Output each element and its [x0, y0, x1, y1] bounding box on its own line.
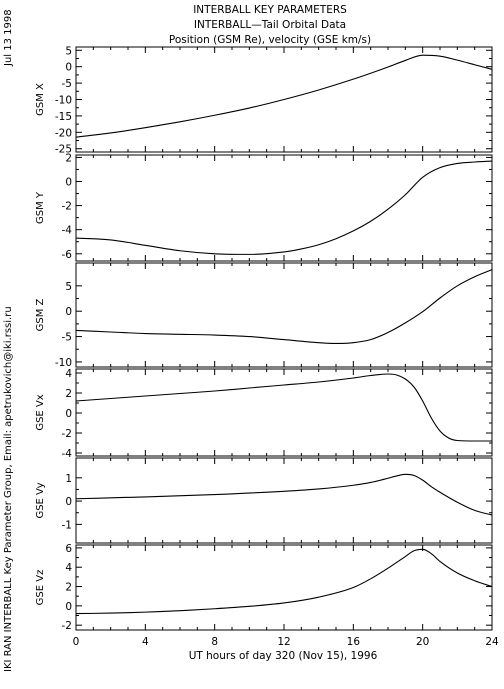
y-tick-label: 0 — [65, 601, 72, 613]
x-axis-label: UT hours of day 320 (Nov 15), 1996 — [189, 650, 378, 662]
y-tick-label: 0 — [65, 177, 72, 189]
header-titles: INTERBALL KEY PARAMETERS INTERBALL—Tail … — [169, 4, 371, 46]
y-axis-label: GSE Vy — [35, 482, 46, 518]
y-tick-label: 5 — [65, 45, 72, 57]
y-axis-label: GSM Z — [35, 298, 46, 331]
title-line-2: INTERBALL—Tail Orbital Data — [194, 19, 346, 31]
series-line — [75, 373, 492, 442]
y-tick-label: -15 — [55, 111, 72, 123]
panel-frame — [75, 262, 493, 368]
y-tick-label: -2 — [62, 201, 72, 213]
panel-frame — [75, 544, 493, 631]
y-axis-label: GSE Vx — [35, 394, 46, 430]
y-tick-label: 0 — [65, 62, 72, 74]
panel-5: 1 0 -1 GSE Vy — [35, 457, 493, 544]
credit-line: IKI RAN INTERBALL Key Parameter Group, E… — [3, 306, 14, 672]
y-axis-label: GSM X — [35, 83, 46, 116]
y-tick-label: 0 — [65, 408, 72, 420]
y-tick-label: -5 — [62, 78, 72, 90]
y-tick-label: 0 — [65, 306, 72, 318]
title-line-1: INTERBALL KEY PARAMETERS — [193, 4, 347, 16]
series-line — [75, 54, 493, 138]
panel-frame — [75, 368, 493, 457]
series-line — [75, 269, 493, 344]
y-tick-label: 4 — [65, 562, 72, 574]
panel-frame — [75, 154, 493, 262]
date-stamp: Jul 13 1998 — [3, 9, 14, 67]
title-line-3: Position (GSM Re), velocity (GSE km/s) — [169, 34, 371, 46]
y-tick-label: 2 — [65, 152, 72, 164]
x-tick-label: 16 — [347, 636, 361, 648]
y-tick-label: 0 — [65, 496, 72, 508]
y-tick-label: -2 — [62, 620, 72, 632]
series-line — [75, 548, 493, 615]
y-tick-label: 1 — [65, 473, 72, 485]
series-line — [75, 473, 493, 516]
y-tick-label: 4 — [65, 368, 72, 380]
y-tick-label: -4 — [62, 225, 73, 237]
y-tick-label: -10 — [55, 357, 72, 369]
y-tick-label: -20 — [55, 127, 72, 139]
series-line — [75, 160, 493, 255]
x-tick-label: 12 — [277, 636, 290, 648]
y-tick-label: -6 — [62, 249, 73, 261]
y-tick-label: 2 — [65, 388, 72, 400]
x-tick-label: 24 — [485, 636, 499, 648]
y-tick-label: -5 — [62, 332, 72, 344]
panel-4: 4 2 0 -2 -4 GSE Vx — [35, 368, 493, 460]
panel-3: 5 0 -5 -10 GSM Z — [35, 262, 493, 369]
panel-frame — [75, 457, 493, 544]
y-axis-label: GSM Y — [35, 191, 46, 224]
x-tick-label: 20 — [416, 636, 429, 648]
x-tick-label: 8 — [211, 636, 218, 648]
y-tick-label: -4 — [62, 448, 73, 460]
y-axis-label: GSE Vz — [35, 570, 46, 606]
y-tick-label: 6 — [65, 543, 72, 555]
y-tick-label: -2 — [62, 428, 72, 440]
y-tick-label: 5 — [65, 281, 72, 293]
x-tick-label: 0 — [73, 636, 80, 648]
panel-6: 6 4 2 0 -2 GSE Vz — [35, 543, 493, 632]
panel-1: 5 0 -5 -10 -15 -20 -25 GSM X — [35, 45, 493, 156]
x-tick-label: 4 — [142, 636, 149, 648]
panel-2: 2 0 -2 -4 -6 GSM Y — [35, 152, 493, 262]
y-tick-label: -1 — [62, 519, 72, 531]
y-tick-label: 2 — [65, 582, 72, 594]
y-tick-label: -10 — [55, 95, 72, 107]
y-tick-label: -25 — [55, 144, 72, 156]
x-tick-labels: 0 4 8 12 16 20 24 — [73, 636, 499, 648]
